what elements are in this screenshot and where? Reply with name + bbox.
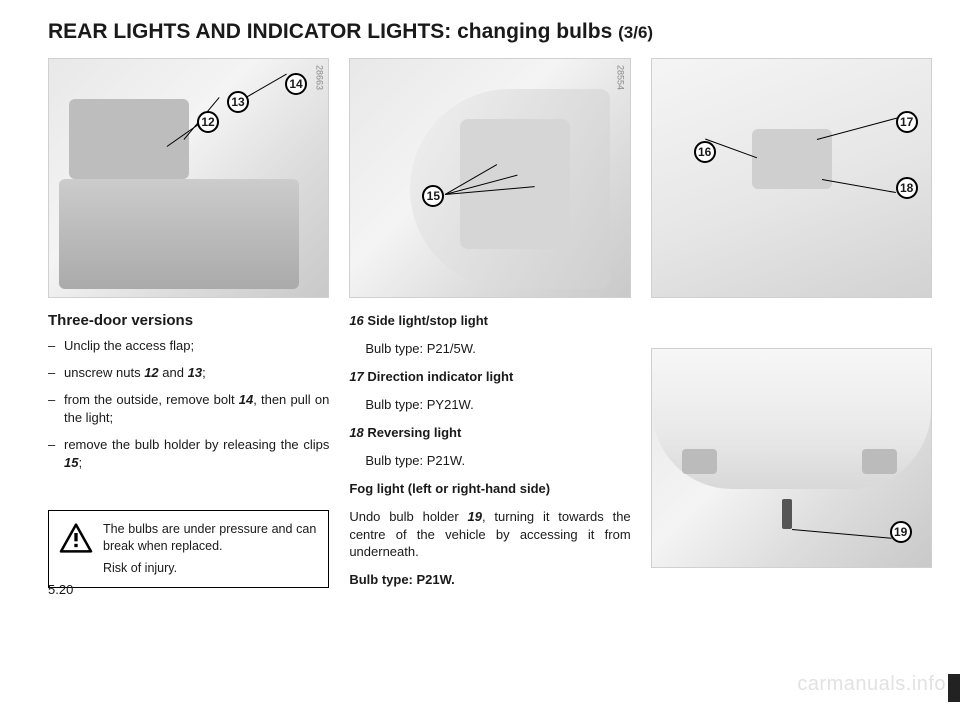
bulb-type: Bulb type: P21/5W. xyxy=(349,340,630,358)
warning-text-2: Risk of injury. xyxy=(103,560,316,577)
bulb-type: Bulb type: P21W. xyxy=(349,452,630,470)
warning-box: The bulbs are under pressure and can bre… xyxy=(48,510,329,589)
callout-19: 19 xyxy=(890,521,912,543)
bulb-item: 17 Direction indicator light xyxy=(349,368,630,386)
warning-icon xyxy=(59,523,93,553)
callout-18: 18 xyxy=(896,177,918,199)
image-code: 28663 xyxy=(314,65,324,90)
title-main: REAR LIGHTS AND INDICATOR LIGHTS: changi… xyxy=(48,20,618,43)
column-left: 28663 12 13 14 Three-door versions Uncli… xyxy=(48,58,329,599)
bulb-item: 18 Reversing light xyxy=(349,424,630,442)
figure-middle: 28554 15 xyxy=(349,58,630,298)
fog-heading: Fog light (left or right-hand side) xyxy=(349,480,630,498)
steps-list: Unclip the access flap; unscrew nuts 12 … xyxy=(48,337,329,472)
figure-left: 28663 12 13 14 xyxy=(48,58,329,298)
callout-12: 12 xyxy=(197,111,219,133)
page-edge-marker xyxy=(948,674,960,702)
callout-16: 16 xyxy=(694,141,716,163)
watermark: carmanuals.info xyxy=(797,673,946,696)
step-item: from the outside, remove bolt 14, then p… xyxy=(48,391,329,427)
page-number: 5.20 xyxy=(48,582,73,597)
bulb-type: Bulb type: PY21W. xyxy=(349,396,630,414)
column-right: 28555 16 17 18 28690 19 xyxy=(651,58,932,599)
figure-right-bottom: 28690 19 xyxy=(651,348,932,568)
fog-text: Undo bulb holder 19, turning it towards … xyxy=(349,508,630,562)
fog-bulb: Bulb type: P21W. xyxy=(349,571,630,589)
image-code: 28554 xyxy=(616,65,626,90)
warning-text-1: The bulbs are under pressure and can bre… xyxy=(103,521,316,555)
bulb-item: 16 Side light/stop light xyxy=(349,312,630,330)
page-title: REAR LIGHTS AND INDICATOR LIGHTS: changi… xyxy=(48,20,932,44)
manual-page: REAR LIGHTS AND INDICATOR LIGHTS: changi… xyxy=(0,0,960,609)
callout-14: 14 xyxy=(285,73,307,95)
figure-right-top: 28555 16 17 18 xyxy=(651,58,932,298)
step-item: remove the bulb holder by releasing the … xyxy=(48,436,329,472)
callout-13: 13 xyxy=(227,91,249,113)
step-item: Unclip the access flap; xyxy=(48,337,329,355)
content-columns: 28663 12 13 14 Three-door versions Uncli… xyxy=(48,58,932,599)
title-suffix: (3/6) xyxy=(618,23,653,42)
step-item: unscrew nuts 12 and 13; xyxy=(48,364,329,382)
callout-17: 17 xyxy=(896,111,918,133)
column-middle: 28554 15 16 Side light/stop light Bulb t… xyxy=(349,58,630,599)
three-door-heading: Three-door versions xyxy=(48,312,329,329)
